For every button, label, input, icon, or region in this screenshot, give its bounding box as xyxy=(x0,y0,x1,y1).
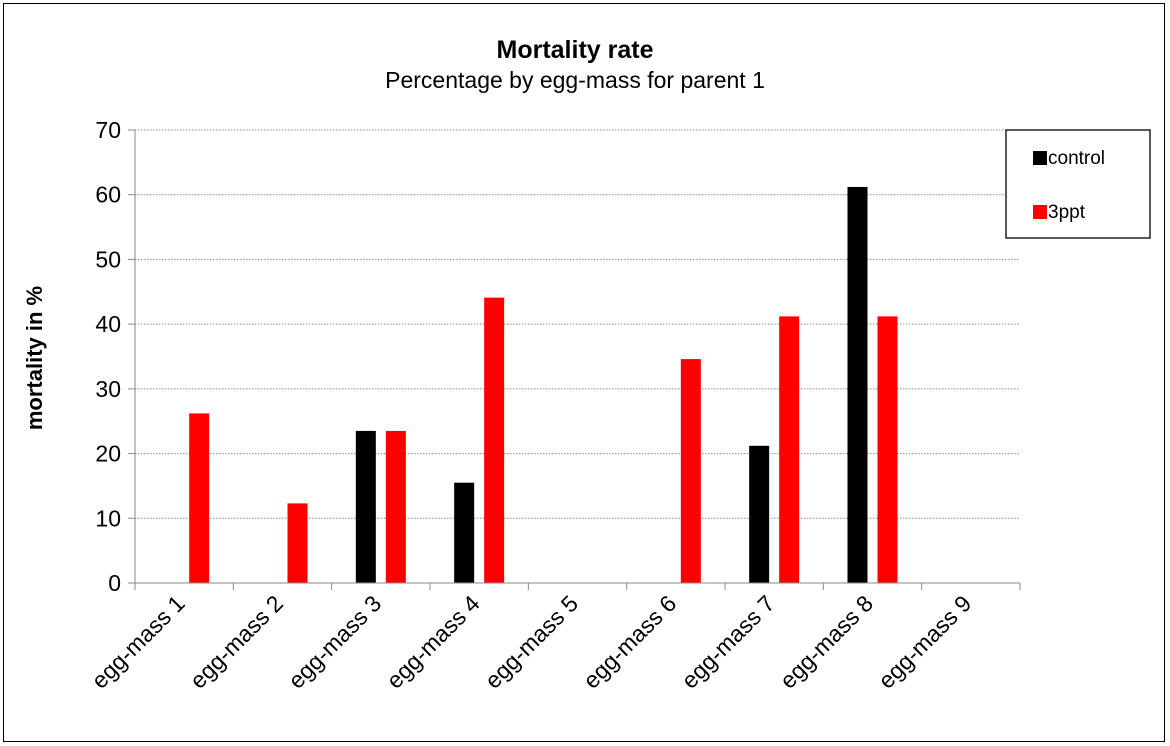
bar-3ppt-1 xyxy=(189,413,210,583)
legend-label-control: control xyxy=(1048,148,1105,169)
bar-3ppt-6 xyxy=(680,359,701,583)
bar-control-8 xyxy=(847,186,868,583)
y-tick-label: 20 xyxy=(95,441,121,467)
x-tick-label: egg-mass 7 xyxy=(676,590,779,693)
y-tick-label: 60 xyxy=(95,182,121,208)
bar-3ppt-3 xyxy=(385,430,406,583)
axes xyxy=(128,129,1021,590)
y-tick-label: 30 xyxy=(95,376,121,402)
x-tick-label: egg-mass 3 xyxy=(283,590,386,693)
legend-box xyxy=(1005,129,1151,239)
bar-3ppt-2 xyxy=(287,503,308,583)
chart-title: Mortality rate xyxy=(497,36,654,64)
y-tick-label: 70 xyxy=(95,117,121,143)
x-tick-label: egg-mass 1 xyxy=(86,590,189,693)
x-tick-label: egg-mass 8 xyxy=(775,590,878,693)
x-tick-label: egg-mass 5 xyxy=(480,590,583,693)
x-tick-label: egg-mass 6 xyxy=(578,590,681,693)
x-tick-label: egg-mass 9 xyxy=(873,590,976,693)
chart-subtitle: Percentage by egg-mass for parent 1 xyxy=(385,67,765,93)
bar-control-3 xyxy=(355,430,376,583)
x-tick-label: egg-mass 4 xyxy=(381,590,485,694)
y-tick-labels: 0 10 20 30 40 50 60 70 xyxy=(95,117,121,596)
legend-swatch-3ppt xyxy=(1033,205,1047,219)
legend-label-3ppt: 3ppt xyxy=(1048,202,1086,223)
bar-3ppt-7 xyxy=(779,316,800,583)
bar-3ppt-4 xyxy=(484,297,505,583)
bar-control-7 xyxy=(749,445,770,583)
y-axis-label: mortality in % xyxy=(22,286,47,430)
y-tick-label: 50 xyxy=(95,246,121,272)
x-tick-label: egg-mass 2 xyxy=(185,590,288,693)
chart-frame xyxy=(3,3,1165,742)
bar-control-4 xyxy=(454,482,475,583)
bar-3ppt-8 xyxy=(877,316,898,583)
legend: control 3ppt xyxy=(1005,129,1151,239)
bars xyxy=(189,186,898,583)
y-tick-label: 40 xyxy=(95,311,121,337)
y-tick-label: 10 xyxy=(95,505,121,531)
legend-swatch-control xyxy=(1033,151,1047,165)
y-tick-label: 0 xyxy=(108,570,121,596)
gridlines xyxy=(135,129,1020,519)
